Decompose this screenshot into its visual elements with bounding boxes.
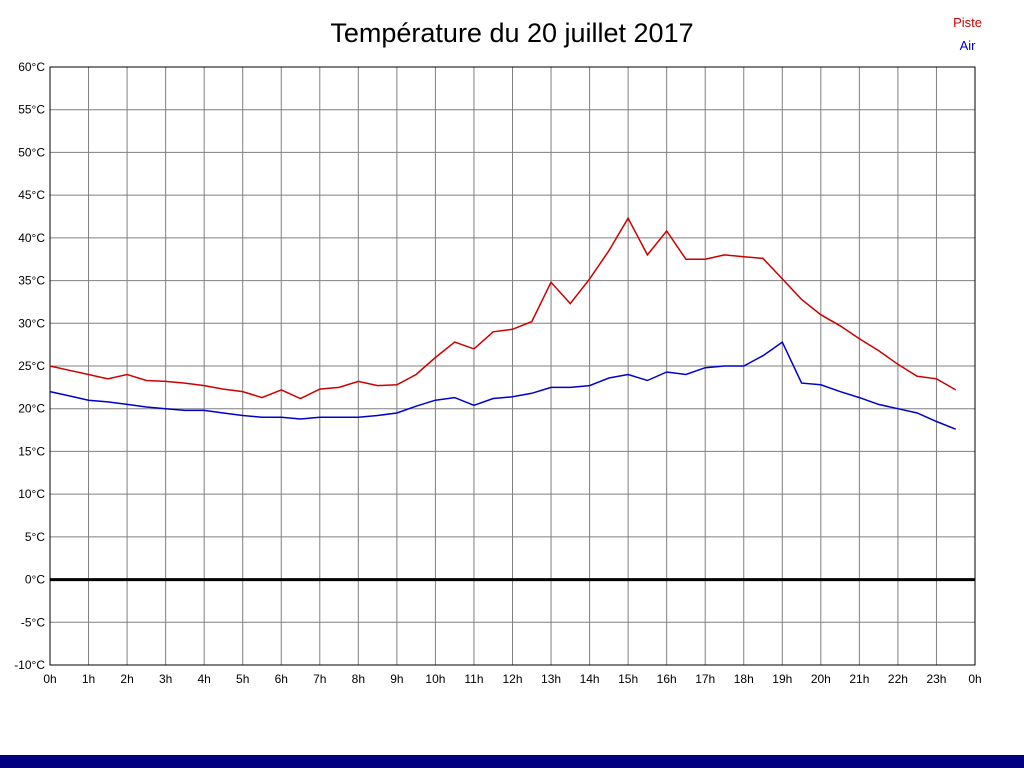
x-tick-label: 2h [120,672,133,686]
y-tick-label: 35°C [18,274,45,288]
y-tick-label: 30°C [18,316,45,330]
x-tick-label: 7h [313,672,326,686]
y-tick-label: 25°C [18,359,45,373]
legend: Piste Air [953,11,982,57]
x-tick-label: 22h [888,672,908,686]
x-tick-label: 6h [275,672,288,686]
x-tick-label: 14h [580,672,600,686]
x-tick-label: 13h [541,672,561,686]
x-tick-label: 0h [43,672,56,686]
x-tick-label: 18h [734,672,754,686]
y-tick-label: 40°C [18,231,45,245]
x-tick-label: 16h [657,672,677,686]
x-tick-label: 12h [502,672,522,686]
x-tick-label: 21h [849,672,869,686]
x-tick-label: 3h [159,672,172,686]
bottom-bar [0,755,1024,768]
x-tick-label: 8h [352,672,365,686]
legend-item-piste: Piste [953,15,982,30]
x-tick-label: 1h [82,672,95,686]
y-tick-label: 10°C [18,487,45,501]
y-tick-label: 55°C [18,103,45,117]
chart-title: Température du 20 juillet 2017 [330,18,694,48]
y-tick-label: 45°C [18,188,45,202]
x-tick-label: 11h [464,672,483,686]
y-tick-label: -5°C [21,615,45,629]
y-tick-label: 60°C [18,60,45,74]
y-tick-label: 50°C [18,145,45,159]
series-air [49,340,956,430]
x-tick-label: 4h [197,672,210,686]
y-tick-label: 5°C [25,530,45,544]
y-tick-label: 15°C [18,444,45,458]
x-tick-label: 0h [968,672,981,686]
x-tick-label: 20h [811,672,831,686]
x-tick-label: 17h [695,672,715,686]
x-tick-label: 10h [425,672,445,686]
y-tick-label: 0°C [25,573,45,587]
y-tick-label: 20°C [18,402,45,416]
x-tick-label: 15h [618,672,638,686]
x-tick-label: 23h [926,672,946,686]
series-piste [49,216,957,400]
x-tick-label: 9h [390,672,403,686]
legend-item-air: Air [959,38,976,53]
x-tick-label: 19h [772,672,792,686]
x-tick-label: 5h [236,672,249,686]
temperature-chart: 60°C 55°C 50°C 45°C 40°C 35°C 30°C 25°C 20°C 15°C… [14,60,981,686]
y-tick-label: -10°C [14,658,45,672]
